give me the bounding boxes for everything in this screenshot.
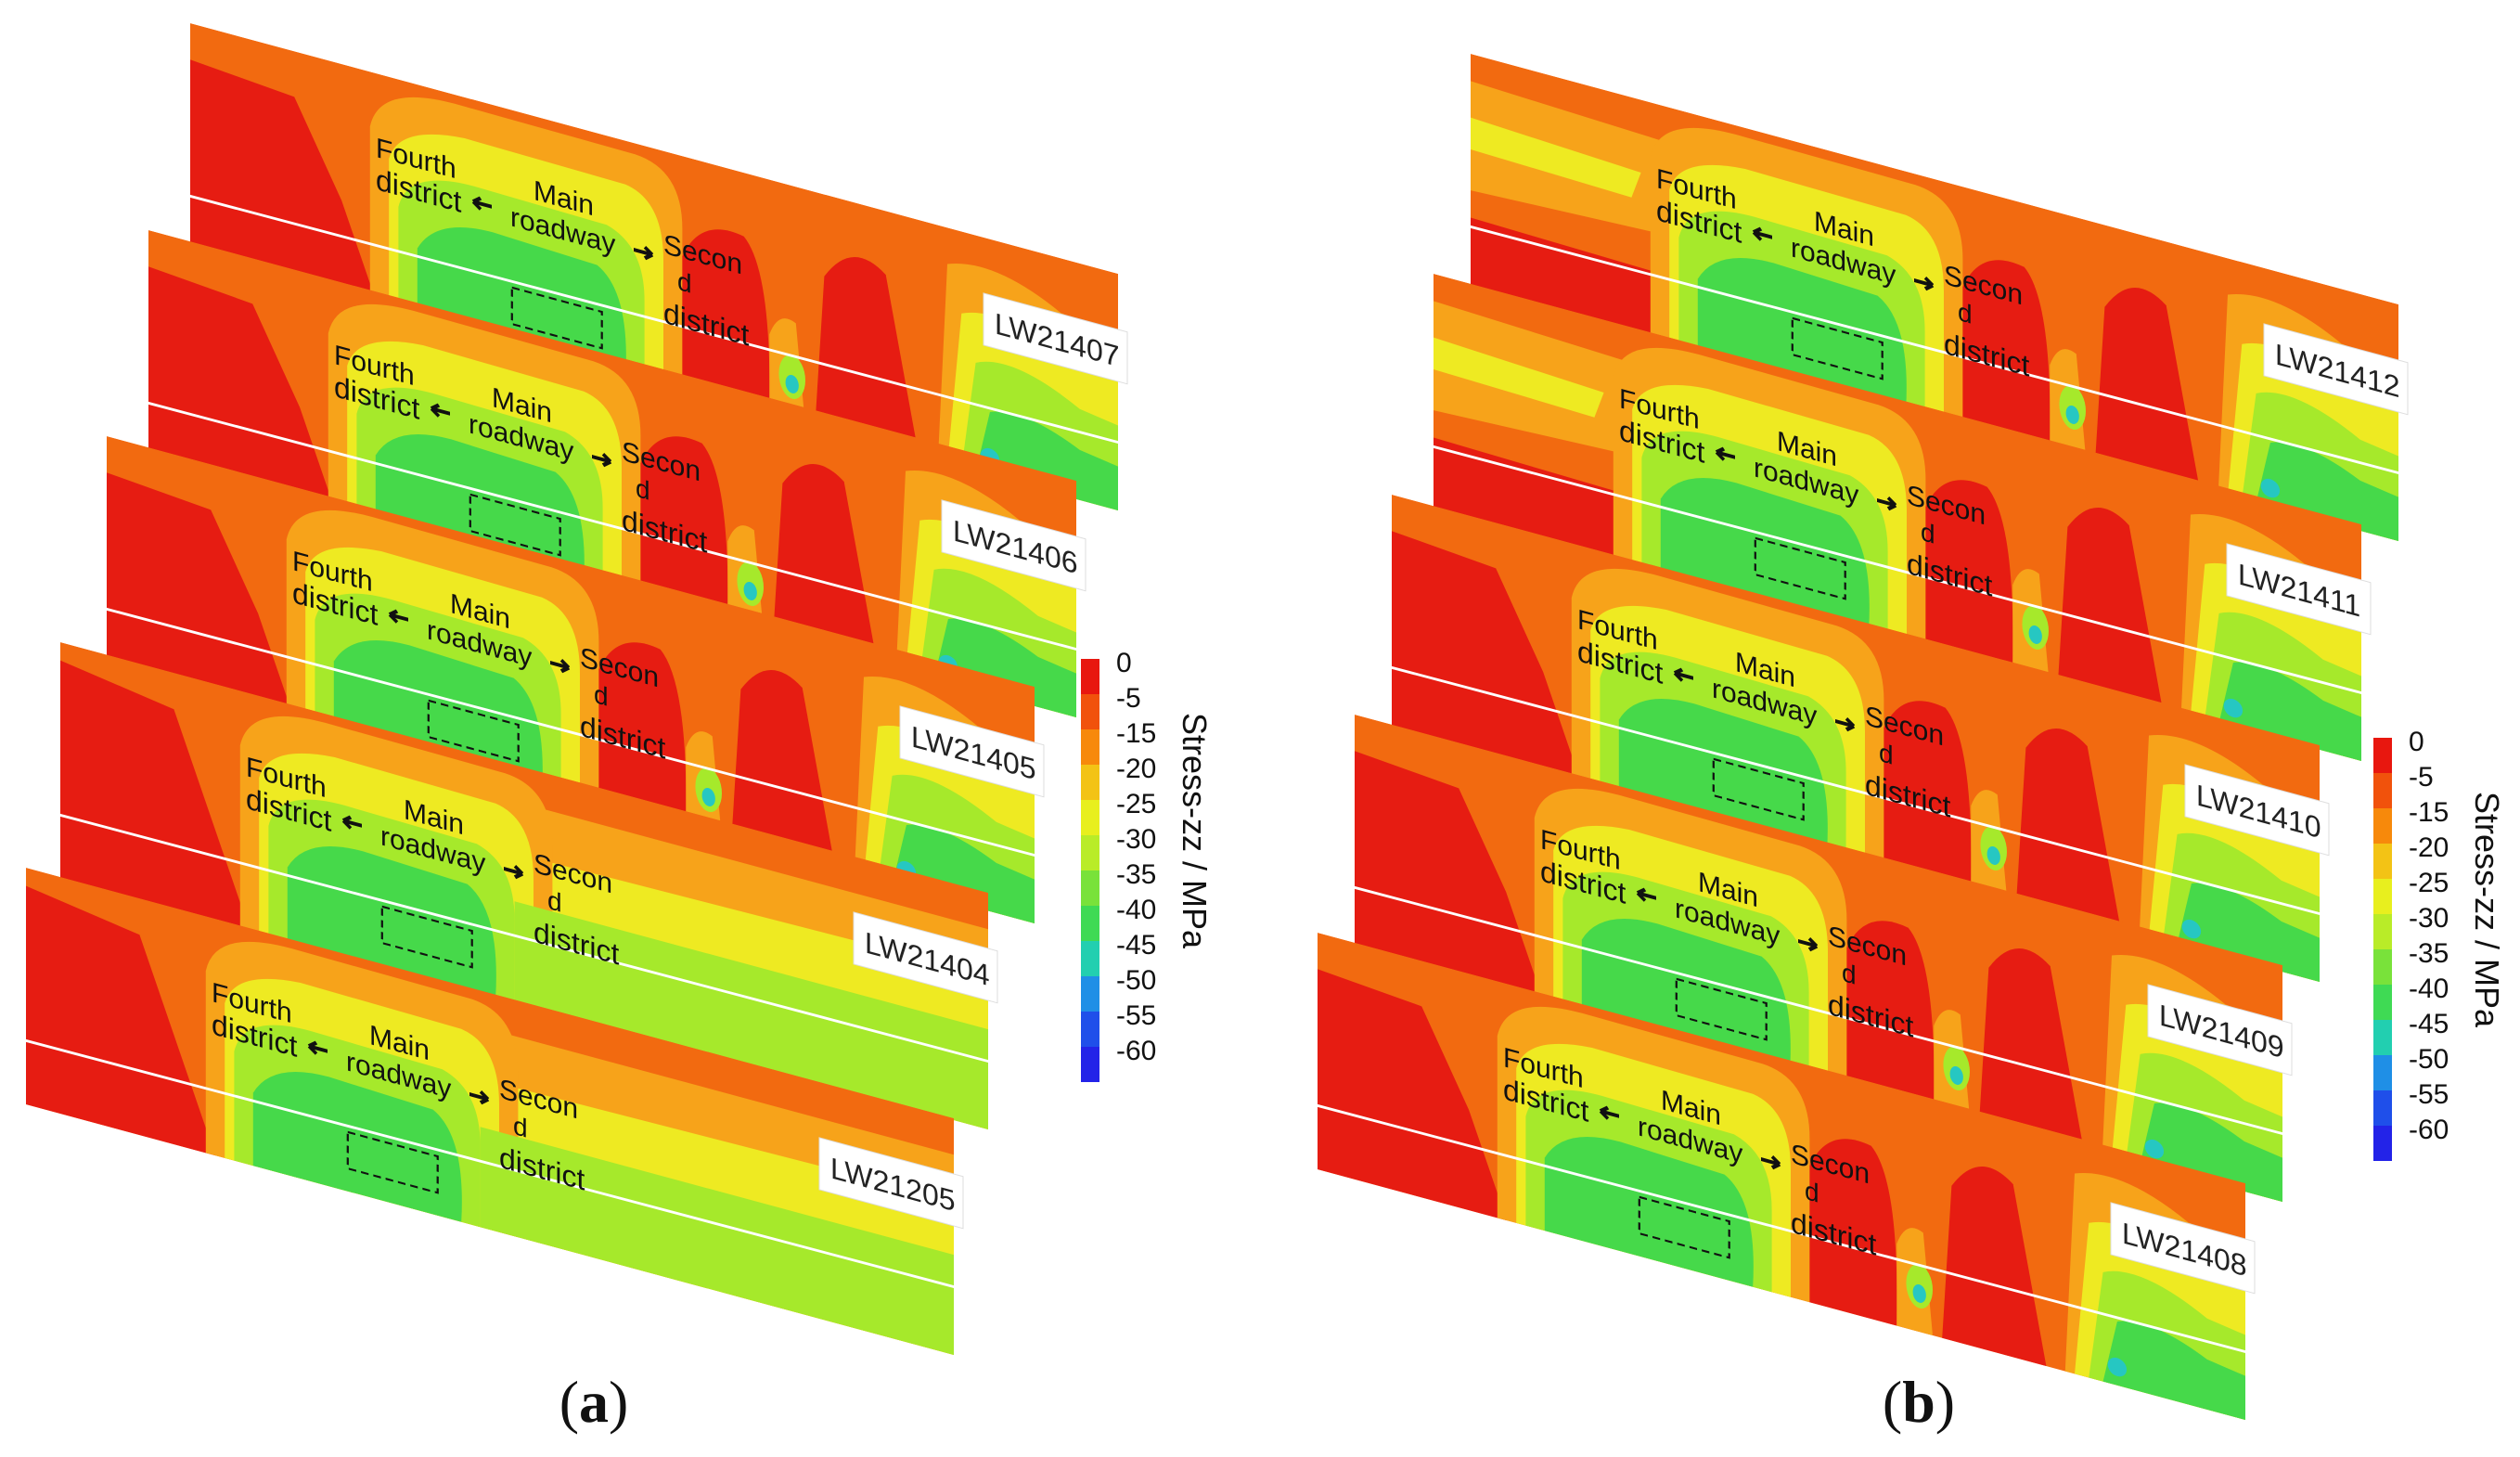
colorbar-segment — [2373, 1055, 2392, 1090]
colorbar-tick: -30 — [1116, 824, 1156, 855]
caption-a: (a) — [559, 1369, 629, 1435]
colorbar-tick: -5 — [1116, 683, 1141, 714]
colorbar-segment — [1081, 906, 1099, 941]
slice-tag: LW21205 — [818, 1137, 964, 1230]
arrow-left-icon — [307, 1040, 328, 1055]
colorbar-title: Stress-zz / MPa — [1176, 713, 1214, 949]
colorbar-segment — [2373, 914, 2392, 949]
second-district-label: d — [636, 473, 650, 507]
caption-b: (b) — [1883, 1369, 1955, 1435]
colorbar-segment — [2373, 985, 2392, 1020]
colorbar-segment — [1081, 729, 1099, 765]
colorbar-segment — [1081, 976, 1099, 1012]
slice-tag: LW21410 — [2184, 764, 2330, 857]
colorbar-tick: -20 — [2409, 832, 2449, 863]
stress-slice-LW21405 — [107, 436, 1035, 929]
colorbar-segment — [1081, 765, 1099, 800]
stress-slice-LW21205 — [26, 868, 954, 1360]
colorbar-tick: -60 — [2409, 1115, 2449, 1145]
arrow-left-icon — [1715, 446, 1735, 461]
second-district-label: d — [677, 266, 692, 300]
colorbar-tick: 0 — [2409, 727, 2424, 757]
colorbar-segment — [1081, 694, 1099, 729]
colorbar-tick: -20 — [1116, 754, 1156, 784]
stress-slice-LW21408 — [1318, 933, 2245, 1425]
colorbar-tick: -15 — [1116, 718, 1156, 749]
colorbar-segment — [2373, 1020, 2392, 1055]
colorbar-segment — [1081, 1012, 1099, 1047]
colorbar-tick: -50 — [2409, 1044, 2449, 1075]
colorbar-tick: -35 — [2409, 938, 2449, 969]
arrow-left-icon — [471, 196, 492, 211]
second-district-label: d — [1805, 1176, 1819, 1209]
colorbar-b: 0 -5 -15 -20 -25 -30 -35 -40 -45 -50 -55 -60 Stress-… — [2373, 727, 2506, 1161]
second-district-label: d — [513, 1111, 528, 1144]
colorbar-segment — [2373, 1126, 2392, 1161]
colorbar-tick: -50 — [1116, 965, 1156, 996]
colorbar-segment — [1081, 800, 1099, 835]
colorbar-segment — [2373, 773, 2392, 808]
colorbar-segment — [1081, 659, 1099, 694]
arrow-left-icon — [341, 815, 362, 830]
colorbar-tick: -55 — [1116, 1000, 1156, 1031]
arrow-left-icon — [1599, 1105, 1619, 1120]
colorbar-tick: -5 — [2409, 762, 2434, 793]
second-district-label: d — [1842, 958, 1857, 991]
arrow-left-icon — [1752, 226, 1772, 241]
stress-slice-LW21404 — [60, 642, 988, 1135]
colorbar-tick: 0 — [1116, 648, 1132, 678]
colorbar-tick: -25 — [1116, 789, 1156, 819]
arrow-right-icon — [1835, 717, 1856, 732]
arrow-left-icon — [1673, 667, 1693, 682]
second-district-label: d — [1921, 517, 1935, 550]
colorbar-segment — [1081, 870, 1099, 906]
arrow-left-icon — [430, 403, 450, 418]
second-district-label: d — [594, 679, 609, 713]
colorbar-segment — [2373, 879, 2392, 914]
colorbar-segment — [1081, 1047, 1099, 1082]
colorbar-segment — [2373, 949, 2392, 985]
colorbar-tick: -60 — [1116, 1036, 1156, 1066]
arrow-left-icon — [388, 609, 408, 624]
colorbar-segment — [2373, 1090, 2392, 1126]
arrow-right-icon — [634, 246, 654, 261]
colorbar-title: Stress-zz / MPa — [2468, 792, 2506, 1028]
colorbar-segment — [1081, 941, 1099, 976]
colorbar-tick: -40 — [1116, 895, 1156, 925]
stress-slice-LW21411 — [1434, 274, 2361, 767]
arrow-right-icon — [1798, 937, 1819, 952]
second-district-label: d — [1958, 297, 1973, 330]
second-district-label: d — [1879, 738, 1894, 771]
colorbar-tick: -55 — [2409, 1079, 2449, 1110]
arrow-right-icon — [550, 659, 571, 674]
arrow-right-icon — [592, 453, 612, 468]
colorbar-segment — [2373, 738, 2392, 773]
colorbar-tick: -35 — [1116, 859, 1156, 890]
arrow-right-icon — [1914, 277, 1935, 291]
colorbar-a: 0 -5 -15 -20 -25 -30 -35 -40 -45 -50 -55 -60 Stress-… — [1081, 648, 1214, 1082]
second-district-label: d — [547, 885, 562, 919]
arrow-right-icon — [1761, 1155, 1781, 1170]
colorbar-segment — [1081, 835, 1099, 870]
colorbar-segment — [2373, 808, 2392, 844]
colorbar-tick: -25 — [2409, 868, 2449, 898]
arrow-right-icon — [1877, 496, 1897, 511]
colorbar-tick: -30 — [2409, 903, 2449, 934]
colorbar-tick: -40 — [2409, 973, 2449, 1004]
colorbar-segment — [2373, 844, 2392, 879]
colorbar-tick: -45 — [1116, 930, 1156, 961]
arrow-right-icon — [469, 1090, 490, 1105]
colorbar-tick: -45 — [2409, 1009, 2449, 1039]
arrow-left-icon — [1636, 887, 1656, 902]
arrow-right-icon — [504, 865, 524, 880]
colorbar-tick: -15 — [2409, 797, 2449, 828]
